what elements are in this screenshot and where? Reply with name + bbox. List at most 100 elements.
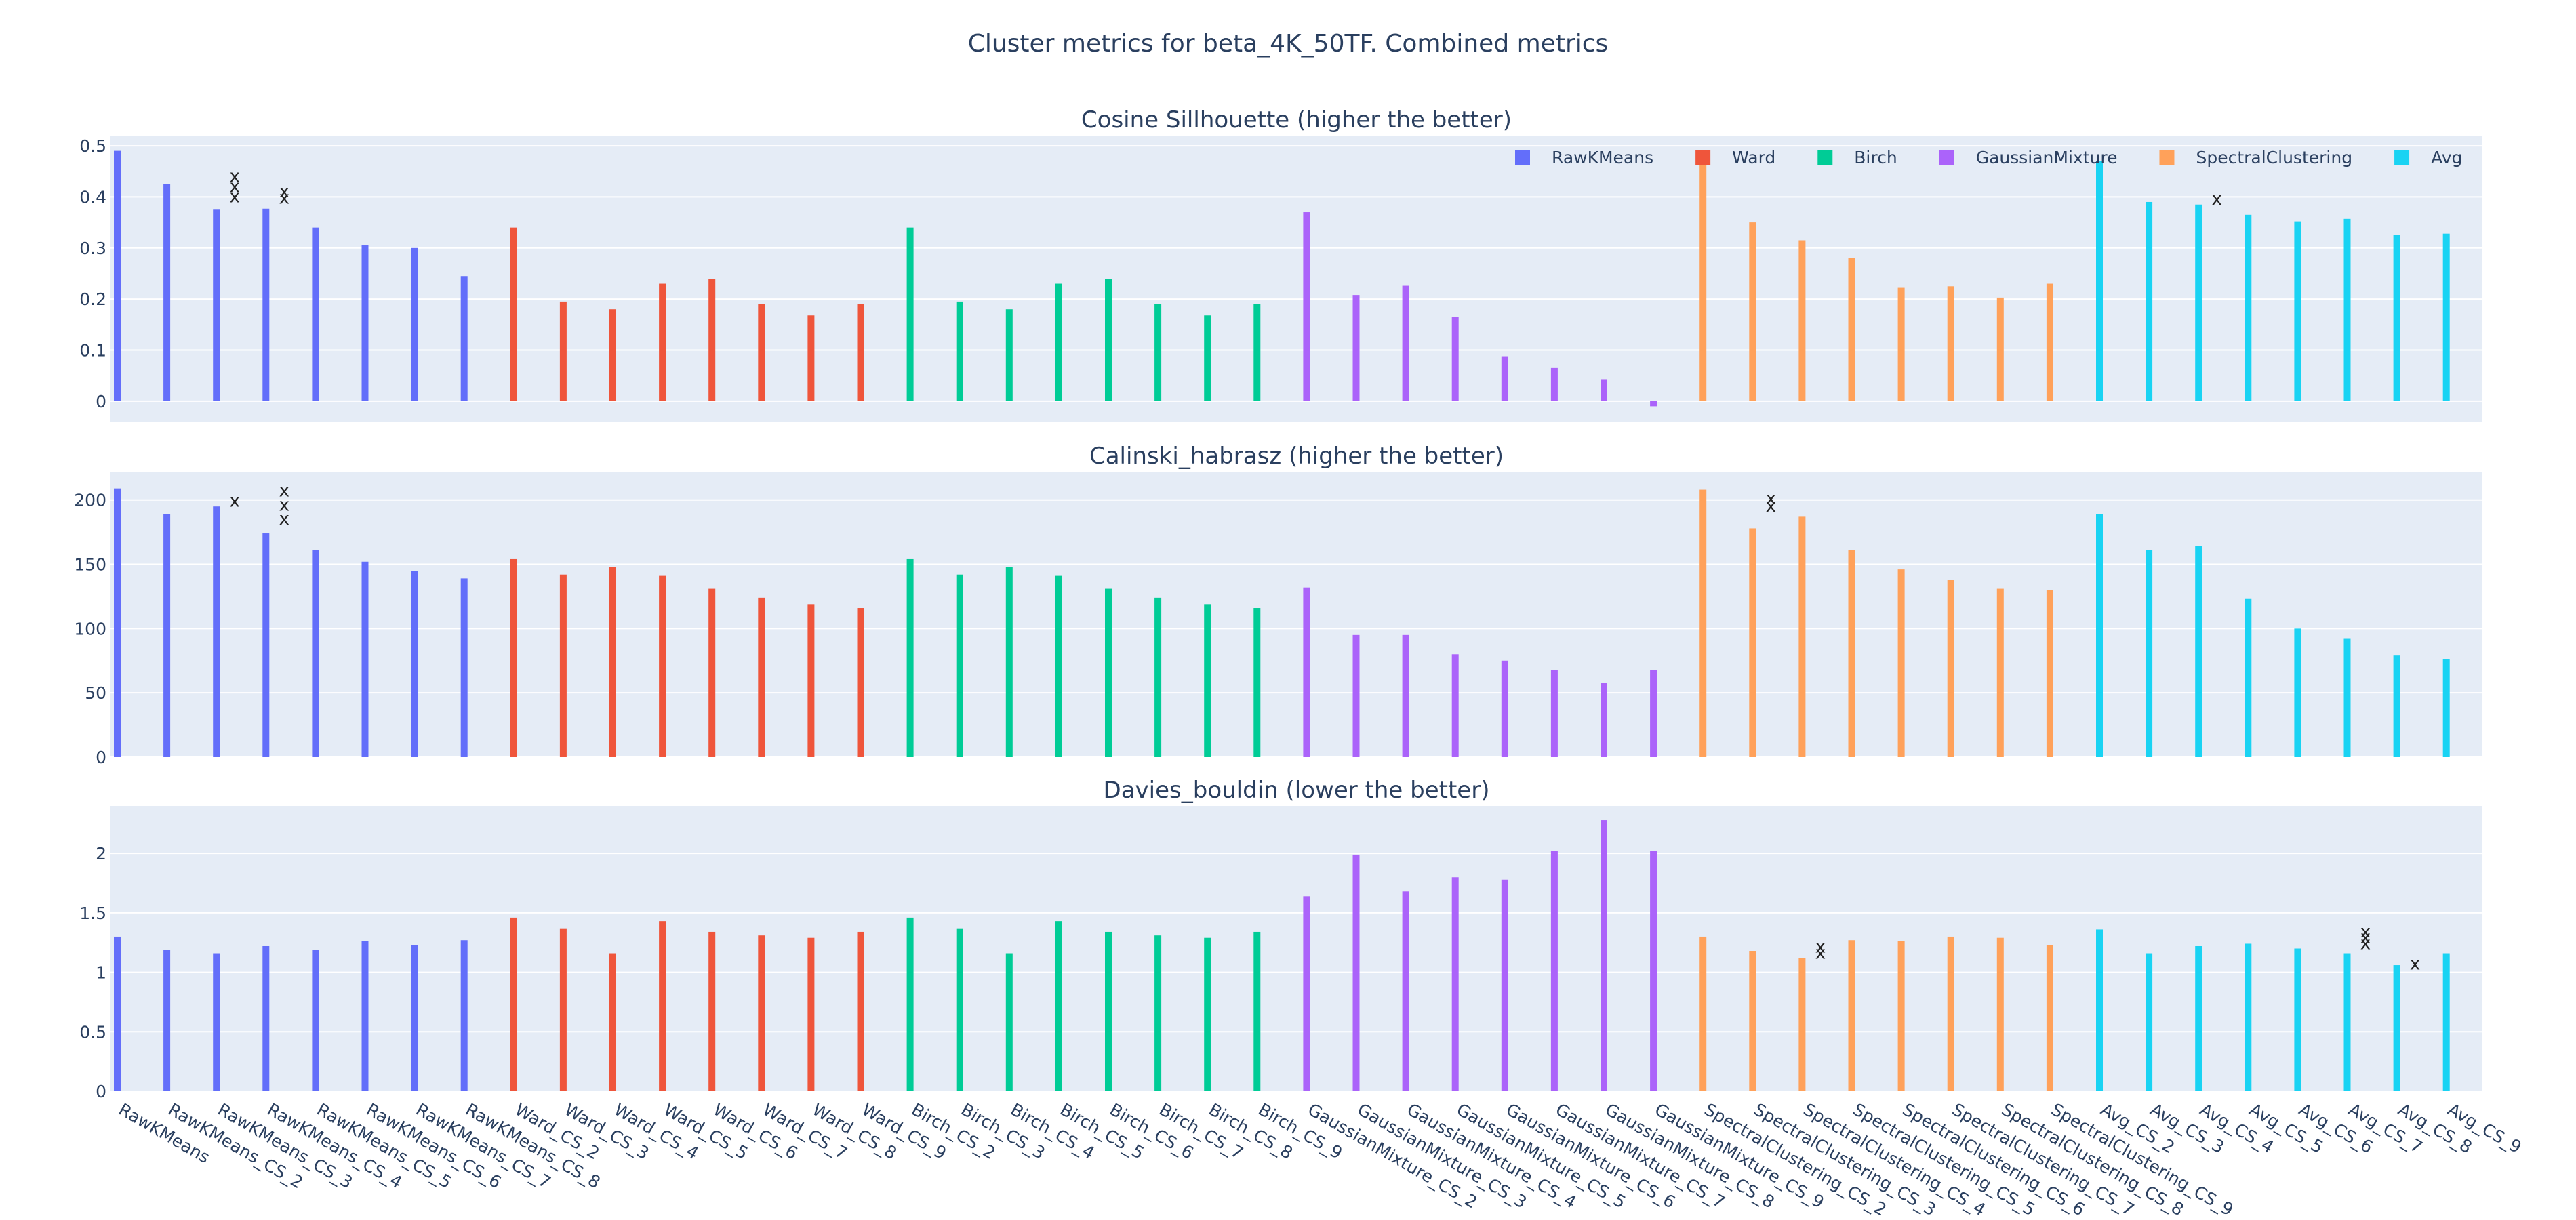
plot-area	[110, 472, 2482, 757]
bar-Birch_CS_8	[1204, 937, 1211, 1091]
bar-Birch_CS_8	[1204, 604, 1211, 757]
y-tick-label: 50	[85, 683, 106, 703]
y-tick-label: 1.5	[79, 903, 106, 923]
bar-Ward_CS_6	[708, 588, 716, 757]
bar-Birch_CS_5	[1055, 921, 1062, 1091]
bar-RawKMeans_CS_4	[262, 208, 270, 401]
bar-Birch_CS_6	[1105, 588, 1112, 757]
bar-SpectralClustering_CS_2	[1699, 936, 1707, 1091]
bar-Ward_CS_2	[510, 558, 517, 757]
legend-swatch	[2159, 150, 2175, 165]
bar-RawKMeans_CS_2	[163, 950, 171, 1091]
bar-Birch_CS_4	[1005, 567, 1013, 757]
outlier-marker: x	[230, 491, 240, 512]
bar-Ward_CS_9	[857, 931, 864, 1091]
bar-Birch_CS_7	[1154, 304, 1162, 401]
outlier-marker: x	[2410, 954, 2420, 974]
y-tick-label: 0.5	[79, 136, 106, 156]
bar-Avg_CS_7	[2343, 638, 2351, 757]
bar-Birch_CS_5	[1055, 575, 1062, 757]
bar-Ward_CS_3	[559, 574, 567, 757]
legend-item-Ward[interactable]: Ward	[1695, 148, 1775, 167]
subplot-title: Davies_bouldin (lower the better)	[1104, 777, 1490, 804]
y-tick-label: 0.1	[79, 341, 106, 361]
bar-Avg_CS_7	[2343, 953, 2351, 1091]
bar-SpectralClustering_CS_3	[1749, 951, 1756, 1091]
bar-GaussianMixture_CS_3	[1352, 295, 1360, 401]
bar-RawKMeans_CS_8	[460, 940, 468, 1091]
y-tick-label: 1	[96, 963, 106, 983]
outlier-marker: x	[279, 509, 289, 529]
bar-SpectralClustering_CS_4	[1798, 958, 1806, 1091]
bar-GaussianMixture_CS_9	[1650, 401, 1657, 407]
bar-SpectralClustering_CS_3	[1749, 222, 1756, 401]
bar-RawKMeans_CS_8	[460, 276, 468, 401]
bar-Avg_CS_9	[2442, 659, 2450, 757]
legend-item-RawKMeans[interactable]: RawKMeans	[1515, 148, 1653, 167]
bar-Birch_CS_8	[1204, 315, 1211, 401]
bar-SpectralClustering_CS_6	[1897, 941, 1905, 1091]
outlier-marker: x	[1766, 489, 1776, 509]
bar-SpectralClustering_CS_9	[2046, 283, 2053, 401]
bar-RawKMeans_CS_3	[213, 209, 220, 401]
bar-SpectralClustering_CS_7	[1947, 580, 1954, 757]
bar-Avg_CS_4	[2195, 204, 2202, 401]
outlier-marker: x	[279, 188, 289, 209]
bar-Avg_CS_9	[2442, 953, 2450, 1091]
y-tick-label: 0	[96, 392, 106, 411]
bar-Avg_CS_2	[2096, 929, 2103, 1091]
outlier-marker: x	[279, 495, 289, 515]
bar-RawKMeans_CS_5	[312, 950, 319, 1091]
bar-RawKMeans_CS_7	[411, 945, 418, 1091]
bar-RawKMeans_CS_5	[312, 227, 319, 401]
bar-Birch_CS_5	[1055, 283, 1062, 401]
legend-swatch	[1939, 150, 1954, 165]
bar-Ward_CS_9	[857, 304, 864, 401]
bar-SpectralClustering_CS_4	[1798, 240, 1806, 401]
legend-item-Birch[interactable]: Birch	[1817, 148, 1897, 167]
bar-SpectralClustering_CS_8	[1996, 297, 2004, 401]
bar-Avg_CS_2	[2096, 514, 2103, 757]
bar-Ward_CS_2	[510, 227, 517, 401]
y-tick-label: 200	[74, 491, 106, 510]
bar-Ward_CS_4	[609, 309, 616, 401]
bar-GaussianMixture_CS_7	[1550, 367, 1558, 401]
bar-SpectralClustering_CS_9	[2046, 945, 2053, 1091]
legend-label: GaussianMixture	[1976, 148, 2118, 167]
bar-Avg_CS_9	[2442, 233, 2450, 401]
bar-Ward_CS_7	[758, 304, 765, 401]
bar-SpectralClustering_CS_6	[1897, 287, 1905, 401]
legend-item-GaussianMixture[interactable]: GaussianMixture	[1939, 148, 2118, 167]
outlier-marker: x	[1766, 496, 1776, 516]
outlier-marker: x	[1815, 943, 1826, 964]
legend-label: RawKMeans	[1552, 148, 1653, 167]
bar-GaussianMixture_CS_4	[1402, 634, 1409, 757]
bar-Avg_CS_6	[2294, 628, 2301, 757]
bar-RawKMeans_CS_2	[163, 514, 171, 757]
bar-Avg_CS_8	[2393, 965, 2400, 1091]
bar-Avg_CS_4	[2195, 946, 2202, 1091]
bar-Ward_CS_9	[857, 608, 864, 757]
bar-RawKMeans_CS_4	[262, 533, 270, 757]
y-tick-label: 100	[74, 619, 106, 638]
legend-item-Avg[interactable]: Avg	[2394, 148, 2462, 167]
y-tick-label: 0.5	[79, 1022, 106, 1042]
legend-item-SpectralClustering[interactable]: SpectralClustering	[2159, 148, 2352, 167]
subplot-3: Davies_bouldin (lower the better) 0 0.5 1 1.…	[79, 777, 2482, 1101]
legend-label: Birch	[1854, 148, 1897, 167]
bar-Ward_CS_7	[758, 597, 765, 757]
bar-Birch_CS_4	[1005, 953, 1013, 1091]
bar-RawKMeans_CS_7	[411, 571, 418, 757]
subplot-title: Cosine Sillhouette (higher the better)	[1081, 106, 1512, 134]
y-tick-label: 0.2	[79, 289, 106, 309]
bar-RawKMeans	[114, 150, 121, 401]
bar-RawKMeans_CS_3	[213, 953, 220, 1091]
bar-Ward_CS_8	[807, 315, 815, 401]
bar-GaussianMixture_CS_4	[1402, 891, 1409, 1091]
bar-Ward_CS_6	[708, 931, 716, 1091]
legend-swatch	[1817, 150, 1833, 165]
bar-GaussianMixture_CS_6	[1501, 356, 1508, 401]
bar-Birch_CS_6	[1105, 931, 1112, 1091]
bar-Ward_CS_5	[659, 921, 666, 1091]
bar-Ward_CS_2	[510, 917, 517, 1091]
